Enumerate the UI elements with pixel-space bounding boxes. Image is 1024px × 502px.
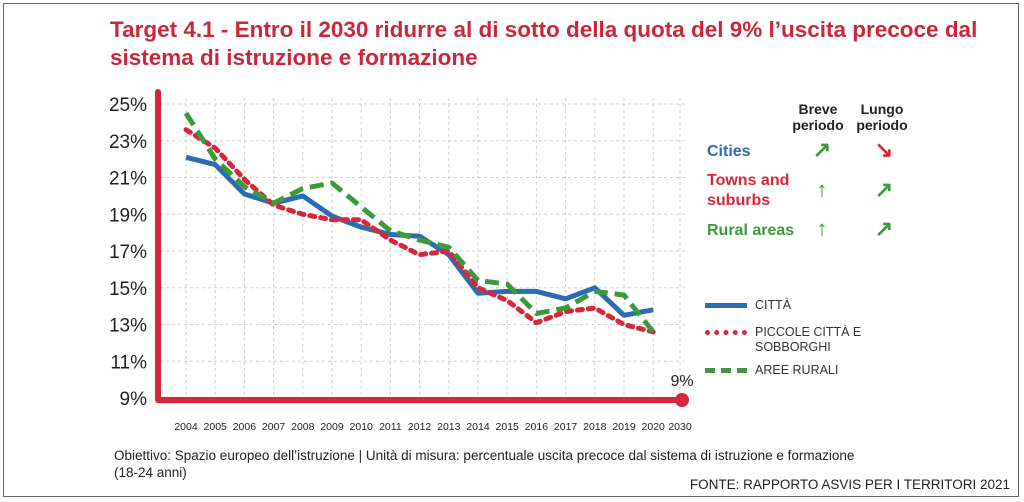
series-line-aree-rurali — [183, 111, 656, 334]
x-tick-label: 2012 — [408, 421, 432, 433]
chart-title: Target 4.1 - Entro il 2030 ridurre al di… — [110, 17, 978, 70]
x-tick-label: 2011 — [379, 421, 402, 433]
legend-item-aree-rurali: AREE RURALI — [705, 363, 838, 378]
y-tick-label: 23% — [109, 132, 147, 153]
legend-item-citta: CITTÀ — [705, 298, 791, 313]
x-tick-label: 2008 — [291, 421, 315, 433]
y-tick-label: 17% — [109, 242, 147, 263]
y-tick-label: 25% — [109, 95, 147, 116]
target-dot — [675, 393, 689, 407]
grid-lines — [160, 98, 686, 398]
x-tick-label: 2030 — [668, 421, 692, 433]
legend-label: PICCOLE CITTÀ E SOBBORGHI — [755, 325, 862, 354]
legend-label: AREE RURALI — [755, 363, 839, 377]
y-axis-ticks: 9% 11% 13% 15% 17% 19% 21% 23% 25% — [109, 95, 147, 410]
short-trend-arrow-icon: ↑ — [816, 216, 828, 241]
long-trend-arrow-icon: ↗ — [874, 216, 894, 241]
x-tick-label: 2017 — [554, 421, 578, 433]
x-tick-label: 2005 — [204, 421, 228, 433]
axes — [155, 89, 684, 403]
x-tick-label: 2009 — [320, 421, 344, 433]
y-tick-label: 21% — [109, 169, 147, 190]
y-tick-label: 13% — [109, 316, 147, 337]
series-lines — [183, 111, 656, 335]
legend-label: CITTÀ — [755, 298, 792, 312]
x-tick-label: 2015 — [496, 421, 520, 433]
short-trend-arrow-icon: ↑ — [816, 177, 828, 202]
legend-swatch — [705, 368, 747, 374]
x-tick-label: 2019 — [612, 421, 636, 433]
target-label: 9% — [670, 373, 693, 390]
x-axis-ticks: 2004 2005 2006 2007 2008 2009 2010 2011 2012 2013… — [174, 421, 692, 433]
legend-swatch — [705, 330, 747, 336]
x-tick-label: 2016 — [525, 421, 549, 433]
long-trend-arrow-icon: ↗ — [874, 177, 894, 202]
y-tick-label: 9% — [120, 389, 148, 410]
source-note: FONTE: RAPPORTO ASVIS PER I TERRITORI 20… — [689, 477, 1010, 492]
x-tick-label: 2018 — [583, 421, 607, 433]
x-tick-label: 2014 — [466, 421, 490, 433]
short-term-header: Breve periodo — [792, 101, 844, 133]
trend-label-cities: Cities — [707, 143, 751, 160]
x-tick-label: 2020 — [642, 421, 666, 433]
footnote: Obiettivo: Spazio europeo dell’istruzion… — [114, 448, 855, 480]
long-trend-arrow-icon: ↘ — [874, 137, 894, 162]
chart-frame — [3, 3, 1019, 497]
target-marker: 9% — [670, 373, 694, 407]
x-tick-label: 2004 — [174, 421, 198, 433]
x-tick-label: 2013 — [437, 421, 461, 433]
x-tick-label: 2010 — [350, 421, 374, 433]
short-trend-arrow-icon: ↗ — [812, 137, 832, 162]
trend-label-towns: Towns and suburbs — [707, 172, 790, 209]
legend-item-piccole-citta: PICCOLE CITTÀ E SOBBORGHI — [705, 325, 875, 355]
x-tick-label: 2006 — [233, 421, 257, 433]
y-tick-label: 19% — [109, 205, 147, 226]
y-tick-label: 15% — [109, 279, 147, 300]
trend-label-rural: Rural areas — [707, 222, 795, 239]
y-tick-label: 11% — [110, 352, 147, 373]
long-term-header: Lungo periodo — [856, 101, 908, 133]
legend-swatch — [705, 303, 747, 309]
x-tick-label: 2007 — [262, 421, 286, 433]
